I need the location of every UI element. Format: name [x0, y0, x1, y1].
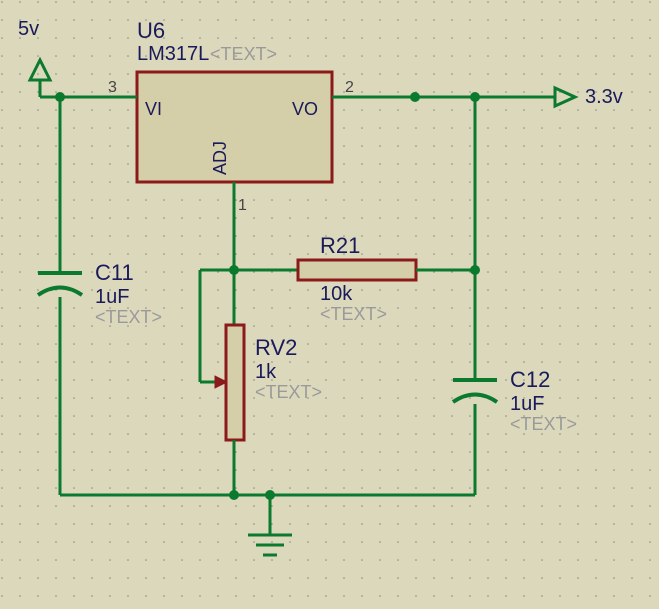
u6-pin-vo-num: 2 [345, 79, 354, 96]
net-output-label: 3.3v [585, 86, 623, 108]
rv2-ref: RV2 [255, 335, 297, 360]
u6-value: LM317L [137, 43, 209, 65]
c12-ref: C12 [510, 367, 550, 392]
u6-placeholder: <TEXT> [210, 44, 277, 64]
rv2-placeholder: <TEXT> [255, 382, 322, 402]
u6-pin-vi-name: VI [145, 99, 162, 119]
net-input-label: 5v [18, 18, 39, 40]
c11-placeholder: <TEXT> [95, 307, 162, 327]
r21-placeholder: <TEXT> [320, 304, 387, 324]
u6-body [137, 72, 332, 182]
u6-ref: U6 [137, 18, 165, 43]
rv2-body [226, 325, 244, 440]
c12-value: 1uF [510, 393, 544, 415]
c12-placeholder: <TEXT> [510, 414, 577, 434]
u6-pin-adj-num: 1 [238, 197, 247, 214]
u6-pin-vi-num: 3 [108, 79, 117, 96]
u6-pin-vo-name: VO [292, 99, 318, 119]
c11-ref: C11 [95, 260, 134, 285]
c11-value: 1uF [95, 286, 129, 308]
schematic-canvas: 5v U6 LM317L <TEXT> 3 VI 2 VO 1 ADJ 3.3v [0, 0, 659, 609]
r21-ref: R21 [320, 233, 360, 258]
r21-value: 10k [320, 283, 353, 305]
r21-body [298, 260, 416, 280]
rv2-value: 1k [255, 361, 277, 383]
u6-pin-adj-name: ADJ [210, 141, 230, 175]
